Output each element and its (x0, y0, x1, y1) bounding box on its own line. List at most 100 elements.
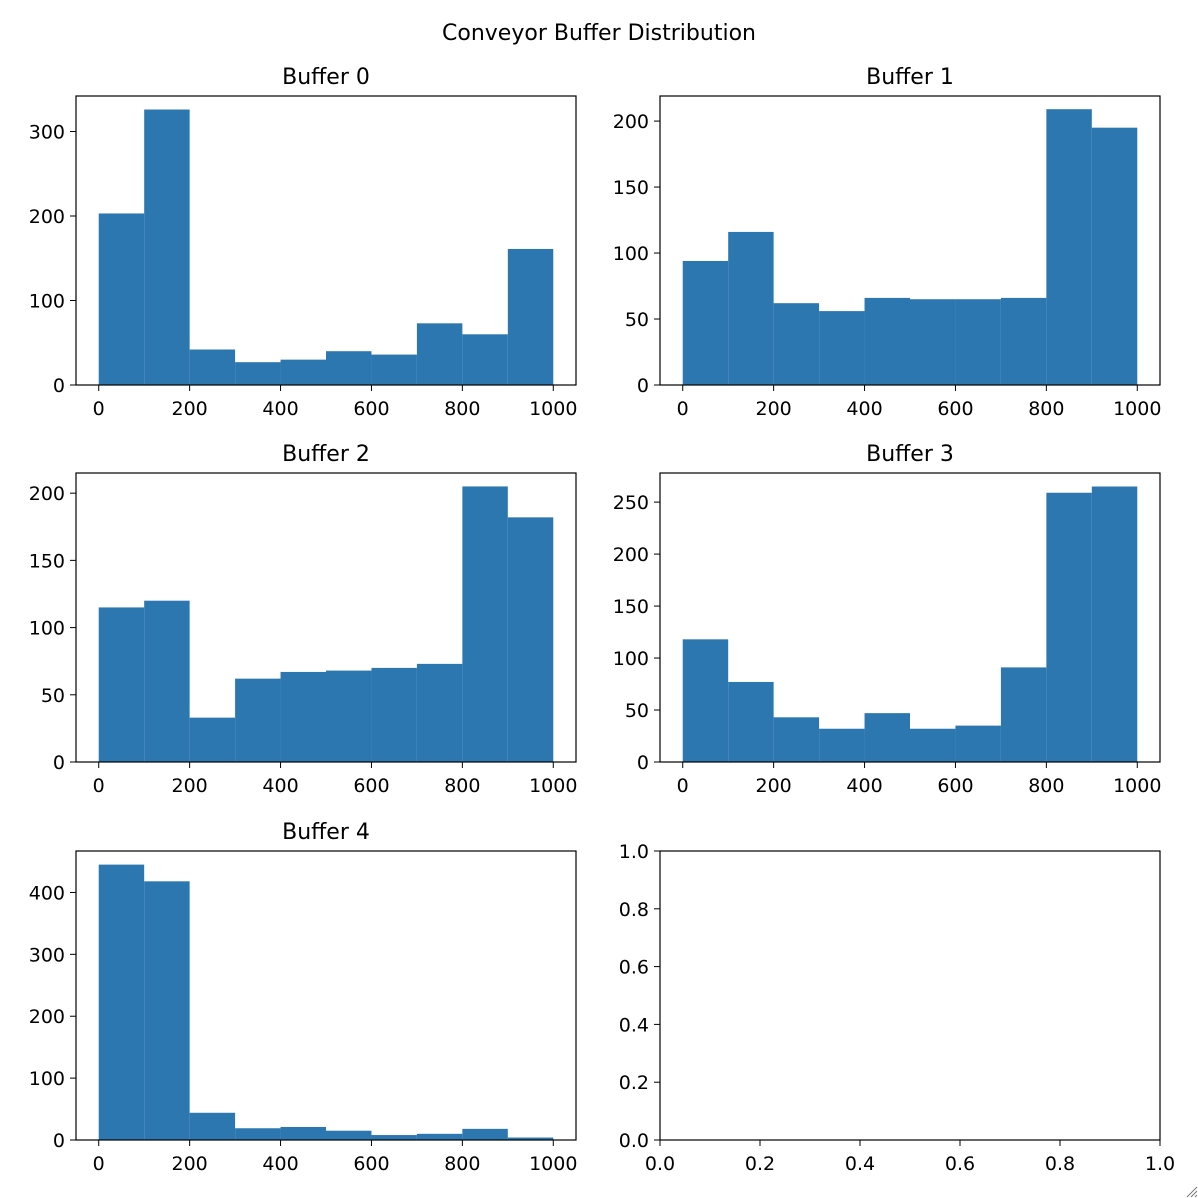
histogram-bar (416, 323, 463, 385)
histogram-bar (98, 607, 145, 762)
axes-frame (75, 472, 577, 763)
x-tick-label: 800 (444, 398, 480, 420)
subplot-2: 0 200 400 600 800 1000 0 50 100 150 200 Buffer 2 (29, 442, 578, 797)
axes-frame (659, 850, 1161, 1141)
histogram-bar (189, 1112, 236, 1140)
y-tick-label: 200 (29, 1006, 65, 1028)
y-tick-label: 200 (613, 111, 649, 133)
y-tick-label: 100 (613, 243, 649, 265)
histogram-bar (682, 260, 729, 385)
histogram-bar (1046, 492, 1092, 762)
x-tick-label: 200 (172, 398, 208, 420)
histogram-bar (864, 713, 910, 762)
histogram-bar (1000, 667, 1047, 762)
y-tick-label: 400 (29, 882, 65, 904)
x-tick-label: 800 (1028, 775, 1064, 797)
histogram-bar (326, 670, 372, 762)
histogram-bar (864, 297, 910, 385)
histogram-bar (280, 671, 326, 762)
x-tick-label: 0.2 (745, 1153, 775, 1175)
histogram-bar (955, 725, 1001, 762)
y-tick-label: 0.4 (619, 1014, 649, 1036)
histogram-bar (98, 864, 145, 1140)
histogram-bar (682, 639, 729, 762)
histogram-bar (773, 303, 820, 385)
y-tick-label: 1.0 (619, 841, 649, 863)
x-tick-label: 0 (677, 775, 689, 797)
subplot-1: 0 200 400 600 800 1000 0 50 100 150 200 Buffer 1 (613, 65, 1162, 420)
y-tick-label: 200 (613, 544, 649, 566)
histogram-bar (371, 354, 417, 385)
histogram-bar (1091, 127, 1138, 385)
x-tick-label: 400 (846, 775, 882, 797)
histogram-bar (728, 681, 774, 762)
y-tick-label: 0 (53, 1130, 65, 1152)
x-tick-label: 1000 (529, 1153, 577, 1175)
axes-frame (75, 95, 577, 386)
y-tick-label: 50 (41, 685, 65, 707)
histogram-bar (144, 109, 190, 385)
histogram-bar (235, 678, 281, 762)
x-tick-label: 0.0 (645, 1153, 675, 1175)
x-tick-label: 1000 (1113, 398, 1161, 420)
y-tick-label: 50 (625, 700, 649, 722)
resize-grip-icon[interactable] (1184, 1184, 1198, 1198)
y-tick-label: 300 (29, 944, 65, 966)
histogram-bar (144, 881, 190, 1140)
histogram-bar (280, 1127, 326, 1140)
x-tick-label: 200 (172, 1153, 208, 1175)
histogram-bar (910, 728, 956, 762)
y-tick-label: 50 (625, 309, 649, 331)
x-tick-label: 600 (353, 1153, 389, 1175)
histogram-bar (189, 717, 236, 762)
x-tick-label: 200 (756, 398, 792, 420)
y-tick-label: 150 (29, 550, 65, 572)
y-tick-label: 100 (29, 290, 65, 312)
subplot-0: 0 200 400 600 800 1000 0 100 200 300 Buffer 0 (29, 65, 578, 420)
y-tick-label: 100 (29, 618, 65, 640)
x-tick-label: 800 (1028, 398, 1064, 420)
histogram-bar (235, 362, 281, 385)
histogram-bar (1000, 297, 1047, 385)
x-tick-label: 200 (756, 775, 792, 797)
y-tick-label: 200 (29, 483, 65, 505)
subplot-4: 0 200 400 600 800 1000 0 100 200 300 400 Buffer 4 (29, 820, 578, 1175)
histogram-bar (507, 517, 554, 762)
y-tick-label: 0 (637, 375, 649, 397)
y-tick-label: 0 (53, 375, 65, 397)
subplot-title: Buffer 3 (866, 442, 954, 467)
histogram-bar (371, 1135, 417, 1140)
x-tick-label: 400 (262, 398, 298, 420)
histogram-bar (235, 1128, 281, 1140)
x-tick-label: 600 (937, 398, 973, 420)
x-tick-label: 0.4 (845, 1153, 875, 1175)
x-tick-label: 0 (93, 1153, 105, 1175)
histogram-bar (1046, 109, 1092, 385)
histogram-bar (462, 334, 508, 385)
x-tick-label: 1000 (1113, 775, 1161, 797)
histogram-bar (326, 351, 372, 385)
y-tick-label: 100 (613, 648, 649, 670)
subplot-5: 0.0 0.2 0.4 0.6 0.8 1.0 0.0 0.2 0.4 0.6 0.8 1.0 (619, 841, 1175, 1175)
histogram-bar (144, 600, 190, 762)
y-tick-label: 200 (29, 206, 65, 228)
y-tick-label: 0.2 (619, 1072, 649, 1094)
histogram-bar (507, 1137, 554, 1140)
subplot-title: Buffer 2 (282, 442, 370, 467)
histogram-bar (98, 213, 145, 385)
histogram-bar (462, 1128, 508, 1140)
x-tick-label: 0 (677, 398, 689, 420)
y-tick-label: 0.8 (619, 899, 649, 921)
x-tick-label: 1000 (529, 775, 577, 797)
histogram-bar (326, 1130, 372, 1140)
histogram-bar (371, 667, 417, 762)
x-tick-label: 400 (262, 775, 298, 797)
x-tick-label: 600 (353, 398, 389, 420)
figure-title: Conveyor Buffer Distribution (442, 21, 756, 46)
subplot-title: Buffer 0 (282, 65, 370, 90)
subplot-title: Buffer 1 (866, 65, 954, 90)
x-tick-label: 0 (93, 775, 105, 797)
y-tick-label: 0 (637, 752, 649, 774)
